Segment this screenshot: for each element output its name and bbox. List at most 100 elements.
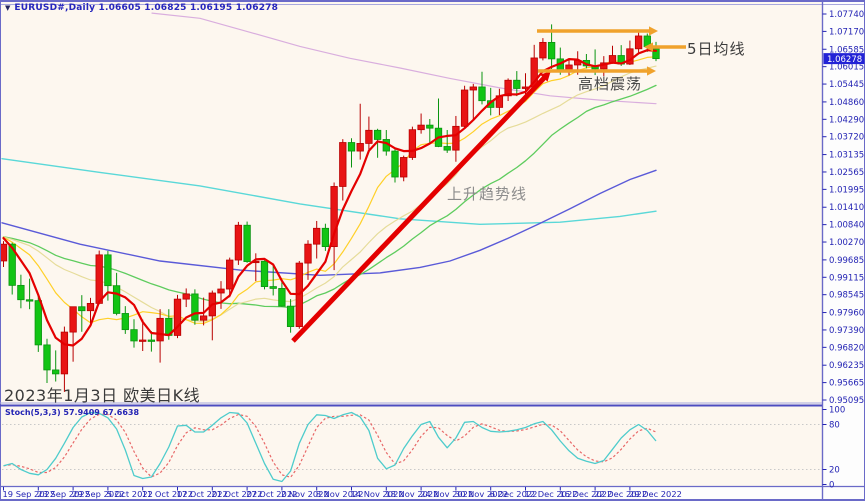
candle-body (234, 224, 243, 261)
date-axis-label: 14 Nov 2022 (351, 489, 404, 499)
candle-body (34, 300, 42, 346)
date-axis-label: 2 Nov 2022 (281, 489, 329, 499)
annotation-ma5-label: 5日均线 (687, 40, 746, 58)
stoch-main-line (3, 411, 657, 483)
date-axis-label: 6 Dec 2022 (490, 489, 538, 499)
price-axis-label: 0.95665 (829, 379, 864, 389)
candle-body (539, 41, 547, 59)
date-axis-label: 11 Oct 2022 (142, 489, 193, 499)
candle-body (443, 146, 451, 151)
candle-body (139, 339, 147, 342)
candle-body (86, 302, 95, 312)
stoch-indicator-label: Stoch(5,3,3) 57.9409 67.6638 (5, 408, 140, 417)
price-axis-label: 0.96820 (829, 343, 864, 353)
candle-body (243, 224, 251, 262)
date-axis-label: 24 Nov 2022 (420, 489, 473, 499)
price-axis-label: 0.96235 (829, 361, 864, 371)
candle-body (365, 129, 373, 144)
trend-line (291, 74, 548, 343)
price-axis-label: 1.04290 (829, 115, 864, 125)
price-axis-label: 1.03720 (829, 133, 864, 143)
price-axis-label: 0.97390 (829, 326, 864, 336)
candle-body (173, 298, 182, 336)
date-axis-background (0, 487, 822, 501)
date-axis-label: 21 Oct 2022 (211, 489, 262, 499)
candle-body (60, 331, 69, 375)
candle-body (199, 315, 208, 321)
candle-body (504, 79, 512, 97)
candle-body (156, 317, 164, 342)
candle-body (304, 243, 312, 264)
candle-body (25, 299, 34, 302)
date-axis-label: 29 Sep 2022 (72, 489, 125, 499)
candle-body (426, 124, 434, 129)
candle-body (112, 285, 121, 314)
resistance-arrow-head (649, 26, 658, 36)
stoch-axis-label: 100 (829, 406, 845, 416)
panel-divider[interactable] (0, 401, 822, 407)
chart-title-bar: ▼ EURUSD#,Daily 1.06605 1.06825 1.06195 … (5, 3, 278, 13)
candle-body (460, 89, 469, 127)
candle-body (347, 142, 356, 152)
date-axis-label: 5 Oct 2022 (107, 489, 153, 499)
date-axis-label: 18 Nov 2022 (385, 489, 438, 499)
candle-body (52, 369, 60, 375)
candle-body (339, 142, 347, 187)
candle-body (191, 293, 199, 321)
candle-body (313, 227, 321, 245)
price-axis-label: 0.97960 (829, 309, 864, 319)
ma60-line (1, 169, 657, 277)
price-axis-label: 1.05445 (829, 80, 864, 90)
ma10-line (2, 56, 657, 324)
trend-line-arrowhead (540, 70, 551, 82)
ma5-pointer-arrow-head (644, 42, 653, 52)
price-axis[interactable] (823, 0, 865, 486)
candle-body (69, 306, 77, 333)
price-axis-label: 0.95095 (829, 396, 864, 406)
price-axis-label: 1.02565 (829, 168, 864, 178)
candle-body (182, 293, 190, 300)
ma120-line (1, 157, 657, 226)
candle-body (217, 288, 225, 294)
candle-body (452, 125, 460, 151)
candle-body (286, 305, 295, 327)
chart-caption: 2023年1月3日 欧美日K线 (4, 386, 201, 405)
price-axis-label: 0.99115 (829, 273, 864, 283)
candle-body (104, 254, 112, 287)
price-axis-label: 1.03135 (829, 151, 864, 161)
candle-body (130, 329, 138, 342)
price-axis-background (822, 0, 865, 501)
date-axis[interactable] (0, 487, 822, 501)
support-arrow-head (647, 66, 656, 76)
chart-title: EURUSD#,Daily 1.06605 1.06825 1.06195 1.… (14, 3, 279, 13)
candle-body (78, 306, 86, 312)
price-axis-label: 1.01995 (829, 185, 864, 195)
current-price-label: 1.06278 (827, 55, 862, 65)
candle-body (391, 150, 399, 178)
candle-body (17, 284, 25, 301)
price-axis-label: 1.01410 (829, 203, 864, 213)
price-axis-label: 1.07740 (829, 10, 864, 20)
candle-body (147, 339, 156, 342)
date-axis-label: 30 Nov 2022 (455, 489, 508, 499)
candle-body (469, 86, 477, 91)
price-axis-label: 0.99685 (829, 256, 864, 266)
ma30-line (2, 84, 657, 309)
date-axis-label: 29 Dec 2022 (629, 489, 682, 499)
date-axis-label: 27 Oct 2022 (246, 489, 297, 499)
candle-body (417, 124, 425, 131)
price-axis-label: 1.04860 (829, 98, 864, 108)
price-axis-label: 1.07170 (829, 27, 864, 37)
candle-body (478, 86, 486, 102)
annotation-trendline-label: 上升趋势线 (447, 185, 528, 203)
candle-body (356, 143, 364, 152)
candle-body (400, 157, 408, 178)
candle-body (513, 79, 521, 89)
symbol-dropdown-icon[interactable]: ▼ (5, 3, 11, 12)
candle-body (321, 227, 330, 248)
ma20-line (2, 65, 657, 323)
date-axis-label: 8 Nov 2022 (316, 489, 364, 499)
candle-body (260, 260, 269, 287)
candle-body (269, 286, 277, 289)
